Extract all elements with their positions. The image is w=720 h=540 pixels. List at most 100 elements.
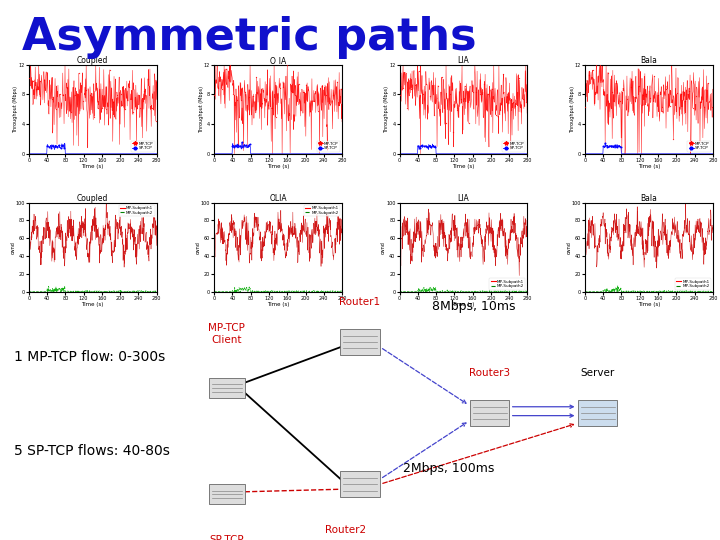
Point [606, 87, 618, 96]
Point [285, 86, 297, 95]
Title: O_IA: O_IA [269, 56, 287, 65]
Point [328, 91, 339, 99]
Point [233, 141, 244, 150]
Point [474, 89, 486, 98]
Point [112, 91, 123, 100]
Legend: MP-Subpath1, MP-Subpath2: MP-Subpath1, MP-Subpath2 [304, 205, 340, 216]
Point [656, 106, 667, 115]
Point [229, 143, 240, 152]
Point [38, 75, 50, 84]
Y-axis label: Throughput (Mbps): Throughput (Mbps) [384, 86, 389, 133]
Point [316, 82, 328, 90]
Point [239, 88, 251, 97]
X-axis label: Time (s): Time (s) [452, 164, 474, 170]
FancyBboxPatch shape [340, 471, 380, 497]
Point [31, 85, 42, 94]
Point [127, 107, 138, 116]
Point [51, 143, 63, 152]
X-axis label: Time (s): Time (s) [638, 302, 660, 307]
Point [397, 84, 409, 93]
Point [216, 84, 228, 93]
Legend: MP-TCP, SP-TCP: MP-TCP, SP-TCP [688, 140, 711, 152]
Point [258, 95, 270, 104]
Point [413, 67, 425, 76]
Point [490, 111, 501, 119]
Point [247, 92, 258, 100]
Point [517, 94, 528, 103]
Point [440, 119, 451, 127]
Text: 5 SP-TCP flows: 40-80s: 5 SP-TCP flows: 40-80s [14, 444, 170, 458]
Point [494, 105, 505, 114]
Point [251, 73, 262, 82]
Y-axis label: cwnd: cwnd [567, 241, 572, 254]
Legend: MP-Subpath1, MP-Subpath2: MP-Subpath1, MP-Subpath2 [675, 279, 711, 289]
Point [394, 91, 405, 99]
Y-axis label: Throughput (Mbps): Throughput (Mbps) [14, 86, 19, 133]
Point [123, 83, 135, 91]
Point [45, 143, 57, 152]
Point [92, 104, 104, 113]
Point [644, 93, 656, 102]
Point [69, 90, 81, 99]
Point [679, 97, 690, 105]
Point [293, 80, 305, 89]
Point [49, 142, 60, 151]
X-axis label: Time (s): Time (s) [638, 164, 660, 170]
Point [637, 90, 649, 99]
Point [42, 100, 54, 109]
Point [579, 103, 590, 111]
Point [416, 141, 428, 150]
Point [242, 141, 253, 150]
Point [107, 97, 119, 106]
Point [599, 139, 611, 147]
Point [601, 143, 613, 151]
Point [255, 102, 266, 111]
Point [702, 79, 714, 87]
Point [690, 92, 702, 100]
Point [467, 87, 478, 96]
Point [448, 128, 459, 137]
Point [405, 85, 417, 94]
Point [208, 91, 220, 99]
Point [602, 68, 613, 77]
Title: Coupled: Coupled [77, 193, 109, 202]
Point [590, 60, 602, 69]
Point [84, 91, 96, 99]
Point [230, 141, 242, 150]
Legend: MP-TCP, SP-TCP: MP-TCP, SP-TCP [502, 140, 526, 152]
Point [274, 83, 285, 92]
Point [587, 66, 598, 75]
Point [115, 90, 127, 99]
Point [278, 82, 289, 91]
Point [27, 76, 38, 85]
Point [212, 84, 224, 93]
Point [459, 82, 471, 90]
Text: Router2: Router2 [325, 525, 366, 535]
X-axis label: Time (s): Time (s) [267, 164, 289, 170]
Point [432, 82, 444, 90]
Point [486, 84, 498, 93]
Point [667, 135, 679, 144]
Point [131, 140, 143, 149]
Title: OLIA: OLIA [269, 193, 287, 202]
Point [308, 97, 320, 106]
Text: Server: Server [580, 368, 615, 377]
Point [498, 70, 509, 78]
Point [55, 144, 66, 152]
Point [135, 104, 146, 112]
Point [425, 92, 436, 100]
Point [605, 141, 616, 150]
Point [420, 80, 432, 89]
Point [89, 112, 100, 121]
Point [598, 142, 609, 151]
Point [615, 143, 626, 152]
Point [81, 85, 92, 94]
Point [633, 82, 644, 91]
Point [232, 96, 243, 104]
Point [138, 87, 150, 96]
Point [409, 81, 420, 90]
Point [289, 91, 301, 99]
Point [583, 71, 595, 80]
Point [66, 108, 77, 117]
X-axis label: Time (s): Time (s) [81, 302, 104, 307]
